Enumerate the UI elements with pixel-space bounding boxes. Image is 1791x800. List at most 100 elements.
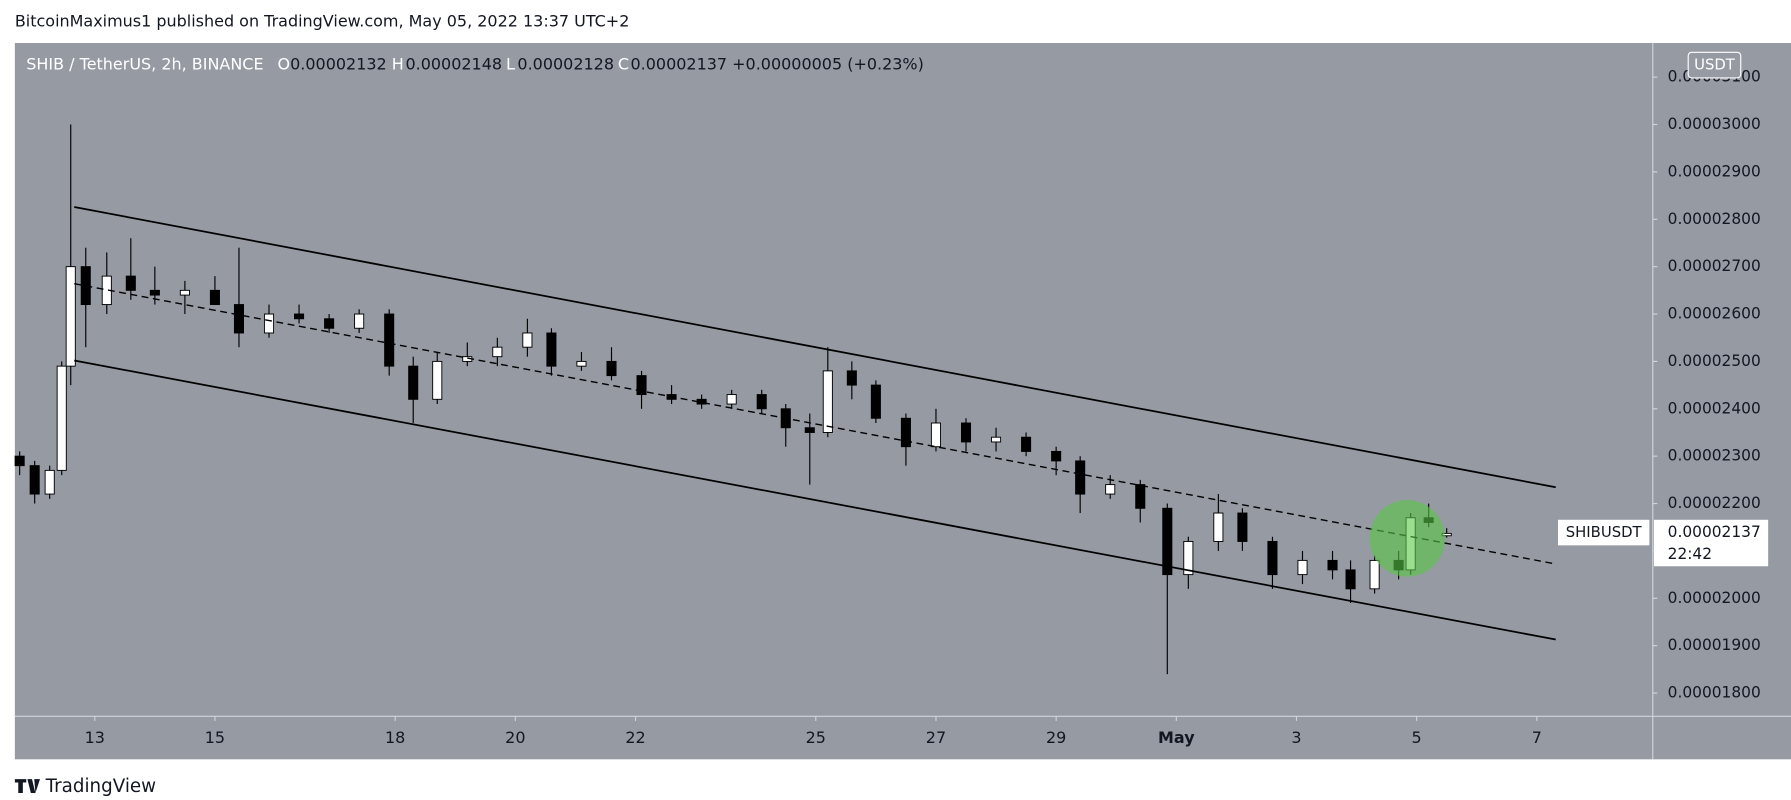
price-axis: [1652, 43, 1791, 717]
plot-area: [14, 43, 1653, 717]
y-tick-label: 0.00002900: [1668, 162, 1761, 180]
candle-body: [636, 375, 647, 396]
candle-body: [65, 266, 76, 367]
candle-body: [726, 394, 737, 405]
h-value: 0.00002148: [405, 55, 502, 74]
price-tag-countdown: 22:42: [1668, 545, 1712, 563]
candle-body: [900, 417, 911, 448]
candle-body: [960, 422, 972, 443]
candle-body: [522, 332, 533, 348]
candle-body: [1135, 484, 1146, 509]
candle-body: [14, 455, 25, 467]
candle-body: [492, 346, 503, 358]
currency: USDT: [1694, 56, 1736, 74]
price-tag-value: 0.00002137: [1668, 523, 1761, 541]
candle-body: [1183, 540, 1194, 576]
candle-body: [846, 370, 857, 386]
candle-body: [606, 360, 617, 377]
candle-body: [804, 427, 815, 433]
candle-body: [546, 332, 557, 367]
x-tick-label: 18: [385, 728, 405, 747]
symbol-tag-text: SHIBUSDT: [1566, 523, 1643, 541]
x-tick-label: 3: [1291, 728, 1301, 747]
x-tick-label: 27: [926, 728, 946, 747]
channel-lower: [74, 359, 1556, 641]
candle-body: [408, 365, 419, 400]
l-value: 0.00002128: [517, 55, 614, 74]
candle-body: [354, 313, 365, 329]
candle-body: [44, 469, 55, 495]
candle-body: [1051, 450, 1062, 462]
x-tick-label: 29: [1046, 728, 1066, 747]
candle-body: [1075, 460, 1086, 495]
candle-body: [756, 394, 767, 410]
time-axis: [14, 716, 1791, 760]
candle-body: [1105, 484, 1116, 495]
highlight-circle: [1369, 500, 1445, 577]
candle-body: [1267, 540, 1278, 576]
x-tick-label: 20: [505, 728, 525, 747]
candle-body: [149, 289, 160, 296]
candle-body: [125, 275, 136, 291]
candle-body: [233, 304, 244, 334]
h-label: H: [392, 55, 404, 74]
candle-body: [384, 313, 395, 367]
candle-body: [822, 370, 833, 433]
x-tick-label: 5: [1412, 728, 1422, 747]
y-tick-label: 0.00002300: [1668, 447, 1761, 465]
candle-body: [1213, 512, 1224, 542]
candle-body: [1297, 559, 1308, 576]
y-tick-label: 0.00002600: [1668, 304, 1761, 322]
y-axis: 0.000018000.000019000.000020000.00002100…: [1652, 68, 1761, 702]
candle-body: [1162, 507, 1173, 576]
y-tick-label: 0.00002800: [1668, 210, 1761, 228]
candle-body: [56, 365, 67, 471]
legend: SHIB / TetherUS, 2h, BINANCE O 0.0000213…: [26, 55, 924, 74]
candle-body: [209, 289, 220, 306]
price-tag: [1653, 519, 1769, 567]
x-axis: 13 15 18 20 22 25 27 29 May 3 5 7: [85, 716, 1542, 747]
symbol-tag: [1557, 519, 1650, 546]
candle-body: [870, 384, 881, 419]
candle-body: [1237, 512, 1248, 542]
candle-body: [324, 318, 335, 329]
symbol: SHIB / TetherUS, 2h, BINANCE: [26, 55, 263, 74]
y-tick-label: 0.00002200: [1668, 494, 1761, 512]
currency-badge: [1687, 51, 1742, 79]
brand: TradingView: [45, 776, 156, 797]
publisher-line: BitcoinMaximus1 published on TradingView…: [15, 11, 630, 30]
candle-body: [1369, 559, 1380, 590]
candle-body: [29, 465, 40, 495]
y-tick-label: 0.00003000: [1668, 115, 1761, 133]
candle-body: [1327, 559, 1338, 571]
y-tick-label: 0.00001800: [1668, 683, 1761, 701]
y-tick-label: 0.00002500: [1668, 352, 1761, 370]
candle-body: [294, 313, 305, 320]
y-tick-label: 0.00002000: [1668, 589, 1761, 607]
x-tick-label: 13: [85, 728, 105, 747]
tv-logo: [14, 779, 40, 794]
change: +0.00000005 (+0.23%): [732, 55, 924, 74]
x-tick-label: May: [1158, 728, 1195, 747]
x-tick-label: 22: [625, 728, 645, 747]
c-value: 0.00002137: [631, 55, 728, 74]
channel-upper: [74, 206, 1556, 489]
o-value: 0.00002132: [290, 55, 387, 74]
candle-body: [1021, 436, 1032, 452]
x-tick-label: 15: [205, 728, 225, 747]
l-label: L: [506, 55, 515, 74]
o-label: O: [278, 55, 291, 74]
y-tick-label: 0.00001900: [1668, 636, 1761, 654]
x-tick-label: 7: [1532, 728, 1542, 747]
candle-body: [1345, 569, 1356, 590]
candle-body: [930, 422, 941, 448]
candle-body: [179, 289, 190, 296]
candle-body: [432, 360, 443, 400]
candle-body: [991, 436, 1002, 443]
candle-body: [576, 360, 587, 367]
y-tick-label: 0.00002700: [1668, 257, 1761, 275]
candle-body: [263, 313, 275, 334]
c-label: C: [618, 55, 629, 74]
